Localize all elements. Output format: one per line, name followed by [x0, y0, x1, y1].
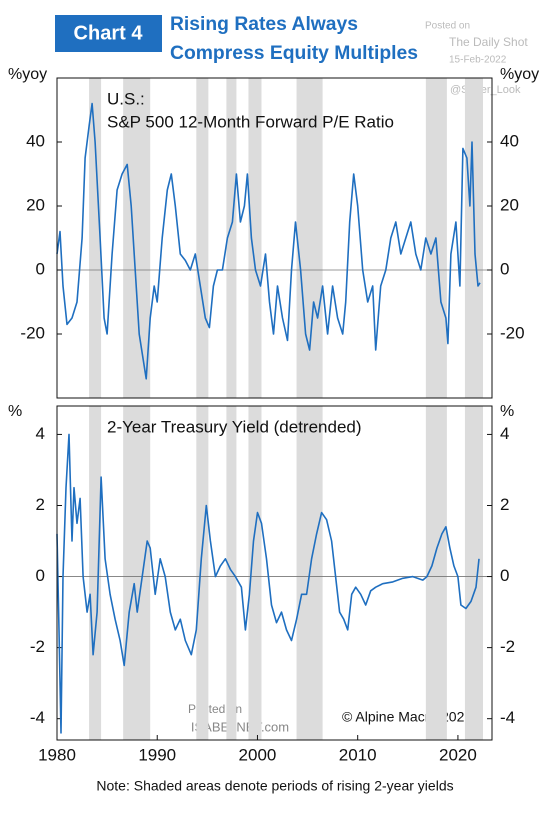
- watermark: 15-Feb-2022: [449, 55, 507, 66]
- x-tick-label: 2000: [239, 745, 277, 764]
- note: Note: Shaded areas denote periods of ris…: [96, 778, 453, 794]
- y-tick-label: 40: [500, 131, 519, 150]
- y-tick-label: 0: [36, 259, 45, 278]
- y-unit: %yoy: [500, 66, 539, 83]
- watermark: @Sober_Look: [450, 84, 521, 96]
- x-tick-label: 2020: [439, 745, 477, 764]
- y-tick-label: 20: [500, 195, 519, 214]
- y-tick-label: -2: [500, 637, 515, 656]
- x-tick-label: 2010: [339, 745, 377, 764]
- y-tick-label: 0: [500, 566, 509, 585]
- shaded-period: [89, 78, 102, 398]
- shaded-period: [226, 406, 237, 740]
- shaded-period: [248, 406, 262, 740]
- y-tick-label: 0: [500, 259, 509, 278]
- y-tick-label: -4: [30, 708, 45, 727]
- x-tick-label: 1990: [138, 745, 176, 764]
- x-tick-label: 1980: [38, 745, 76, 764]
- y-tick-label: -4: [500, 708, 515, 727]
- plot-frame: [56, 405, 493, 741]
- shaded-period: [464, 406, 483, 740]
- y-tick-label: 20: [26, 195, 45, 214]
- y-tick-label: -20: [20, 323, 45, 342]
- watermark: The Daily Shot: [449, 35, 528, 49]
- plot-frame: [56, 77, 493, 399]
- watermark: Posted on: [425, 21, 470, 32]
- annotation: U.S.:: [107, 89, 145, 108]
- shaded-period: [123, 78, 151, 398]
- data-line: [56, 433, 480, 734]
- annotation: S&P 500 12-Month Forward P/E Ratio: [107, 112, 394, 131]
- title-line: Rising Rates Always: [170, 14, 358, 35]
- y-tick-label: 4: [500, 424, 509, 443]
- y-tick-label: 0: [36, 566, 45, 585]
- title-line: Compress Equity Multiples: [170, 43, 418, 64]
- y-tick-label: 4: [36, 424, 45, 443]
- shaded-period: [89, 406, 102, 740]
- badge: Chart 4: [74, 22, 144, 44]
- y-tick-label: -20: [500, 323, 525, 342]
- y-tick-label: 2: [500, 495, 509, 514]
- y-unit: %yoy: [8, 66, 47, 83]
- badge-box: [55, 15, 162, 52]
- shaded-period: [123, 406, 151, 740]
- shaded-period: [248, 78, 262, 398]
- source: © Alpine Macro 2022: [342, 709, 472, 725]
- y-tick-label: 2: [36, 495, 45, 514]
- y-unit: %: [500, 403, 514, 420]
- shaded-period: [425, 406, 447, 740]
- annotation: 2-Year Treasury Yield (detrended): [107, 417, 362, 436]
- y-tick-label: -2: [30, 637, 45, 656]
- data-line: [56, 102, 481, 380]
- shaded-period: [226, 78, 237, 398]
- y-unit: %: [8, 403, 22, 420]
- y-tick-label: 40: [26, 131, 45, 150]
- watermark: ISABELNET.com: [191, 719, 289, 734]
- shaded-period: [196, 406, 209, 740]
